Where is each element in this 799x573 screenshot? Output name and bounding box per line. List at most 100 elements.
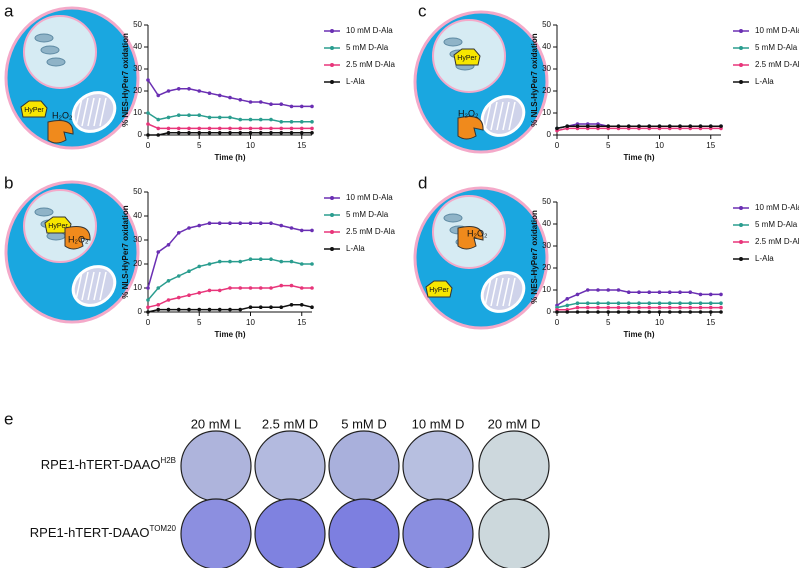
- x-tick-label: 15: [297, 141, 306, 150]
- series-point: [575, 301, 580, 306]
- h2o2-label: H₂O₂: [458, 108, 479, 118]
- cristae: [496, 101, 504, 131]
- series-point: [616, 305, 621, 310]
- row-name: RPE1-hTERT-DAAO: [30, 525, 150, 540]
- series-point: [258, 126, 263, 131]
- x-tick-label: 10: [246, 141, 255, 150]
- hyper-label: HyPer: [24, 107, 44, 114]
- legend-label: 10 mM D-Ala: [755, 203, 799, 212]
- y-axis-label: % NLS-HyPer7 oxidation: [121, 205, 130, 298]
- series-point: [146, 310, 150, 314]
- series-point: [207, 307, 212, 312]
- daao-enzyme: [457, 116, 484, 140]
- series-point: [667, 301, 672, 306]
- x-tick-label: 10: [655, 318, 664, 327]
- legend-marker: [739, 240, 743, 244]
- plate: [254, 430, 326, 502]
- series-point: [269, 305, 273, 310]
- plate: [254, 498, 326, 570]
- x-tick-label: 15: [706, 318, 715, 327]
- series-point: [678, 124, 682, 128]
- series-point: [698, 301, 703, 306]
- series-point: [310, 286, 314, 290]
- series-point: [279, 283, 284, 288]
- series-point: [299, 104, 304, 109]
- panel-label: d: [418, 173, 427, 192]
- series-point: [187, 226, 191, 230]
- series-point: [258, 305, 263, 310]
- series-point: [187, 126, 191, 131]
- legend-label: L-Ala: [755, 77, 774, 86]
- y-tick-label: 10: [133, 108, 142, 117]
- legend-marker: [739, 63, 743, 67]
- series-point: [310, 126, 314, 131]
- x-tick-label: 0: [555, 141, 560, 150]
- legend-marker: [739, 80, 743, 84]
- cristae: [490, 101, 498, 131]
- series-point: [197, 131, 202, 135]
- series-point: [166, 131, 171, 135]
- y-tick-label: 40: [542, 42, 551, 51]
- cristae: [484, 101, 492, 131]
- series-point: [289, 104, 294, 109]
- series-point: [197, 113, 202, 117]
- series-point: [606, 301, 611, 306]
- series-point: [187, 113, 191, 117]
- series-point: [289, 126, 294, 131]
- plate: [180, 430, 252, 502]
- series-point: [575, 292, 580, 297]
- y-tick-label: 30: [133, 235, 142, 244]
- series-point: [299, 228, 304, 233]
- legend-marker: [330, 196, 334, 200]
- series-point: [166, 89, 171, 93]
- series-point: [146, 78, 150, 82]
- series-point: [166, 279, 171, 283]
- series-point: [248, 117, 253, 122]
- series-point: [708, 301, 713, 306]
- series-point: [146, 122, 150, 126]
- series-point: [197, 291, 202, 295]
- series-point: [698, 305, 703, 310]
- cristae: [508, 101, 516, 131]
- series-point: [258, 257, 263, 262]
- legend-marker: [330, 80, 334, 84]
- series-point: [207, 115, 212, 120]
- series-point: [647, 310, 652, 314]
- legend-marker: [739, 257, 743, 261]
- cristae: [93, 97, 101, 127]
- series-point: [176, 131, 181, 135]
- cristae: [87, 97, 95, 127]
- series-point: [207, 288, 212, 293]
- series-point: [719, 305, 723, 310]
- legend-marker: [330, 230, 334, 234]
- series-point: [626, 310, 631, 314]
- legend-marker: [739, 206, 743, 210]
- x-tick-label: 15: [297, 318, 306, 327]
- series-point: [667, 290, 672, 295]
- series-point: [626, 290, 631, 295]
- x-tick-label: 5: [197, 141, 202, 150]
- series-point: [606, 305, 611, 310]
- series-point: [176, 126, 181, 131]
- series-point: [289, 283, 294, 288]
- series-point: [606, 310, 611, 314]
- series-point: [228, 95, 232, 100]
- legend-marker: [739, 29, 743, 33]
- series-point: [238, 117, 243, 122]
- series-point: [657, 124, 662, 128]
- series-point: [310, 131, 314, 135]
- series-point: [596, 124, 600, 128]
- y-axis-label: % NES-HyPer7 oxidation: [121, 33, 130, 127]
- series-point: [688, 124, 693, 128]
- series-point: [555, 310, 559, 314]
- series-point: [187, 307, 191, 312]
- hyper-label: HyPer: [457, 55, 477, 62]
- hyper-label: HyPer: [48, 223, 68, 230]
- plate: [328, 498, 400, 570]
- series-point: [248, 286, 253, 290]
- series-point: [166, 298, 171, 302]
- series-point: [299, 262, 304, 266]
- series-point: [667, 310, 672, 314]
- series-point: [616, 124, 621, 128]
- series-point: [217, 221, 222, 225]
